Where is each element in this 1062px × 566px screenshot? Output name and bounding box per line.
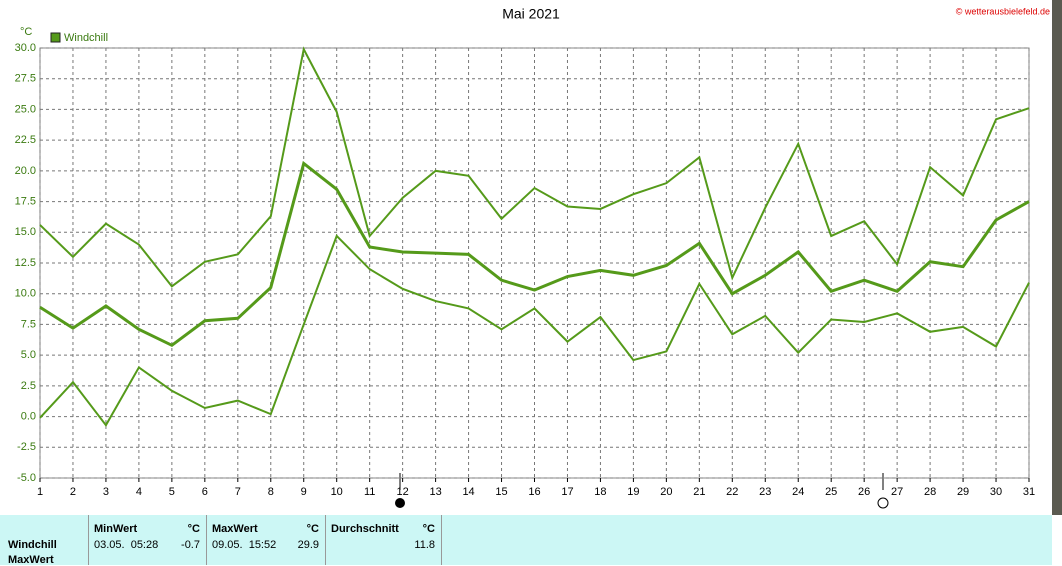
x-tick-label: 1 — [37, 486, 43, 498]
y-tick-label: 0.0 — [21, 410, 36, 422]
y-tick-label: 17.5 — [15, 195, 36, 207]
table-cell: 11.8 — [414, 539, 435, 551]
x-tick-label: 14 — [462, 486, 474, 498]
x-tick-label: 21 — [693, 486, 705, 498]
x-tick-label: 27 — [891, 486, 903, 498]
column-separator — [441, 515, 442, 565]
side-strip — [1052, 0, 1062, 565]
x-tick-label: 29 — [957, 486, 969, 498]
table-cell: -0.7 — [181, 539, 200, 551]
legend-label: Windchill — [64, 32, 108, 44]
table-cell: 09.05. 15:52 — [212, 539, 277, 551]
y-tick-label: 5.0 — [21, 349, 36, 361]
x-tick-label: 23 — [759, 486, 771, 498]
y-tick-label: 30.0 — [15, 42, 36, 54]
series-line — [39, 160, 1030, 348]
y-tick-label: 20.0 — [15, 165, 36, 177]
column-separator — [88, 515, 89, 565]
x-tick-label: 17 — [561, 486, 573, 498]
x-tick-label: 6 — [202, 486, 208, 498]
y-tick-label: 27.5 — [15, 73, 36, 85]
y-tick-label: -2.5 — [17, 441, 36, 453]
x-tick-label: 3 — [103, 486, 109, 498]
column-separator — [325, 515, 326, 565]
copyright: © wetterausbielefeld.de — [956, 6, 1050, 16]
series-line — [39, 46, 1030, 288]
x-tick-label: 25 — [825, 486, 837, 498]
legend-swatch — [50, 32, 61, 43]
x-tick-label: 22 — [726, 486, 738, 498]
x-tick-label: 18 — [594, 486, 606, 498]
full-moon — [395, 498, 405, 508]
new-moon — [877, 497, 889, 509]
y-tick-label: 22.5 — [15, 134, 36, 146]
y-tick-label: 7.5 — [21, 318, 36, 330]
table-cell: °C — [306, 523, 319, 535]
column-separator — [206, 515, 207, 565]
x-tick-label: 20 — [660, 486, 672, 498]
chart: Mai 2021 © wetterausbielefeld.de °C Wind… — [15, 0, 1062, 565]
summary-table: MinWert °C MaxWert °C Durchschnitt °C Windchil… — [0, 515, 1052, 566]
y-unit: °C — [20, 26, 32, 38]
x-tick-label: 26 — [858, 486, 870, 498]
y-tick-label: -5.0 — [17, 472, 36, 484]
y-tick-label: 2.5 — [21, 380, 36, 392]
x-tick-label: 5 — [169, 486, 175, 498]
x-tick-label: 7 — [235, 486, 241, 498]
x-tick-label: 24 — [792, 486, 804, 498]
table-cell: Windchill — [8, 539, 57, 551]
x-tick-label: 9 — [301, 486, 307, 498]
x-tick-label: 16 — [528, 486, 540, 498]
table-cell: Durchschnitt — [331, 523, 399, 535]
y-tick-label: 15.0 — [15, 226, 36, 238]
x-tick-label: 12 — [397, 486, 409, 498]
x-tick-label: 30 — [990, 486, 1002, 498]
y-tick-label: 25.0 — [15, 103, 36, 115]
y-tick-label: 10.0 — [15, 288, 36, 300]
table-cell: MaxWert — [8, 554, 54, 566]
x-tick-label: 15 — [495, 486, 507, 498]
table-cell: 29.9 — [297, 539, 319, 551]
x-tick-label: 2 — [70, 486, 76, 498]
x-tick-label: 28 — [924, 486, 936, 498]
chart-title: Mai 2021 — [502, 6, 560, 22]
x-tick-label: 11 — [364, 486, 375, 498]
table-cell: 03.05. 05:28 — [94, 539, 159, 551]
x-tick-label: 10 — [331, 486, 343, 498]
series-line — [39, 234, 1030, 427]
x-tick-label: 13 — [429, 486, 441, 498]
x-tick-label: 19 — [627, 486, 639, 498]
y-tick-label: 12.5 — [15, 257, 36, 269]
x-tick-label: 8 — [268, 486, 274, 498]
x-tick-label: 4 — [136, 486, 142, 498]
table-cell: MaxWert — [212, 523, 258, 535]
table-cell: MinWert — [94, 523, 138, 535]
table-cell: °C — [422, 523, 435, 535]
table-cell: °C — [187, 523, 200, 535]
x-tick-label: 31 — [1023, 486, 1035, 498]
